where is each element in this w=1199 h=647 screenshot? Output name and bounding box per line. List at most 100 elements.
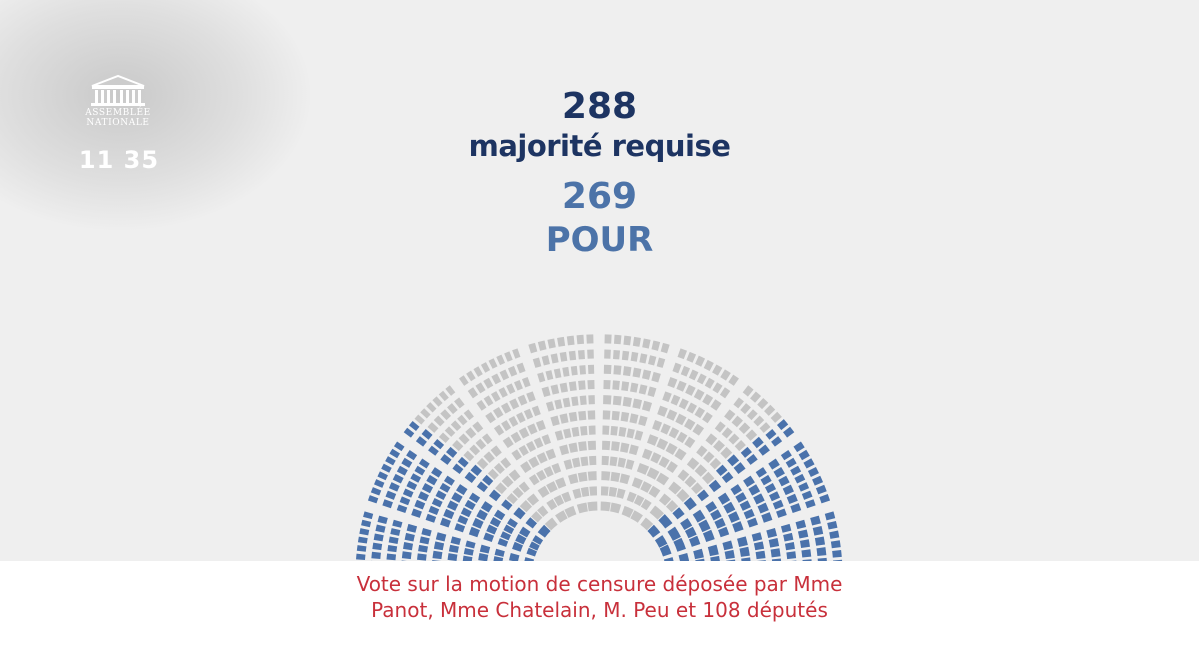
seat-other xyxy=(420,408,431,419)
seat-for xyxy=(751,532,763,542)
seat-for xyxy=(404,532,415,542)
seat-other xyxy=(523,408,534,420)
seat-other xyxy=(651,371,661,383)
seat-for xyxy=(497,538,509,547)
seat-for xyxy=(805,499,816,509)
seat-for xyxy=(494,548,505,557)
seat-other xyxy=(611,410,620,421)
seat-other xyxy=(488,358,498,369)
seat-other xyxy=(587,471,597,481)
seat-other xyxy=(692,423,705,436)
seat-for xyxy=(658,514,673,529)
seat-other xyxy=(640,517,654,531)
seat-other xyxy=(586,334,594,344)
seat-other xyxy=(660,423,671,435)
seat-other xyxy=(445,385,456,396)
seat-for xyxy=(832,550,842,558)
seat-other xyxy=(610,502,622,514)
seat-other xyxy=(526,493,540,506)
seat-other xyxy=(571,457,581,468)
seat-other xyxy=(568,473,579,485)
seat-other xyxy=(516,362,526,374)
seat-for xyxy=(816,547,827,557)
seat-for xyxy=(746,453,758,465)
seat-other xyxy=(677,348,688,360)
seat-other xyxy=(580,456,589,467)
seat-for xyxy=(414,465,426,476)
seat-other xyxy=(610,425,618,436)
seat-other xyxy=(502,436,514,449)
seat-other xyxy=(444,426,456,437)
seat-for xyxy=(717,492,731,505)
seat-for xyxy=(494,509,506,521)
seat-for xyxy=(357,536,368,544)
seat-other xyxy=(566,335,575,346)
seat-other xyxy=(507,365,518,377)
seat-other xyxy=(426,402,437,413)
seat-other xyxy=(676,431,688,444)
seat-for xyxy=(447,553,458,561)
seat-other xyxy=(724,409,736,421)
seat-other xyxy=(568,411,578,422)
seat-other xyxy=(638,415,648,427)
seat-other xyxy=(647,386,657,398)
seat-for xyxy=(829,530,840,539)
seat-other xyxy=(519,500,533,513)
seat-for xyxy=(451,492,463,503)
seat-other xyxy=(521,376,531,388)
seat-other xyxy=(490,391,501,402)
assemblee-building-icon xyxy=(91,74,145,106)
seat-for xyxy=(698,519,711,533)
seat-for xyxy=(830,540,841,549)
seat-other xyxy=(587,410,596,420)
seat-other xyxy=(588,455,597,466)
seat-other xyxy=(688,369,699,381)
seat-other xyxy=(712,364,723,376)
seat-for xyxy=(388,482,400,492)
seat-for xyxy=(747,517,758,528)
seat-other xyxy=(670,394,681,406)
seat-other xyxy=(759,422,771,433)
seat-other xyxy=(714,421,726,433)
seat-other xyxy=(629,413,639,424)
seat-other xyxy=(557,336,566,347)
seat-other xyxy=(578,441,587,452)
seat-other xyxy=(665,500,679,513)
seat-for xyxy=(483,532,495,543)
seat-other xyxy=(580,425,588,436)
seat-other xyxy=(568,350,577,361)
seat-for xyxy=(778,475,790,487)
seat-other xyxy=(677,469,690,482)
seat-other xyxy=(493,462,505,474)
seat-other xyxy=(612,380,620,390)
seat-other xyxy=(588,395,595,405)
seat-for xyxy=(385,456,396,466)
seat-other xyxy=(570,365,578,376)
seat-for xyxy=(356,553,366,561)
seat-for xyxy=(363,511,374,520)
seat-other xyxy=(651,340,661,351)
seat-for xyxy=(730,484,742,496)
seat-other xyxy=(500,457,512,469)
seat-other xyxy=(611,441,620,452)
seat-for xyxy=(795,519,807,530)
seat-for xyxy=(419,536,430,545)
seat-other xyxy=(545,401,555,412)
seat-for xyxy=(758,444,770,456)
seat-other xyxy=(628,444,639,456)
seat-other xyxy=(438,432,450,443)
seat-other xyxy=(662,391,672,403)
seat-for xyxy=(715,464,728,477)
seat-other xyxy=(541,355,550,366)
seat-for xyxy=(359,528,370,536)
seat-for xyxy=(443,475,455,486)
seat-other xyxy=(433,415,445,427)
seat-other xyxy=(496,354,506,366)
seat-for xyxy=(537,524,551,538)
seat-for xyxy=(688,535,701,547)
seat-other xyxy=(482,433,493,445)
seat-other xyxy=(580,486,590,497)
seat-other xyxy=(616,488,626,499)
seat-other xyxy=(587,379,595,390)
seat-other xyxy=(702,393,714,406)
